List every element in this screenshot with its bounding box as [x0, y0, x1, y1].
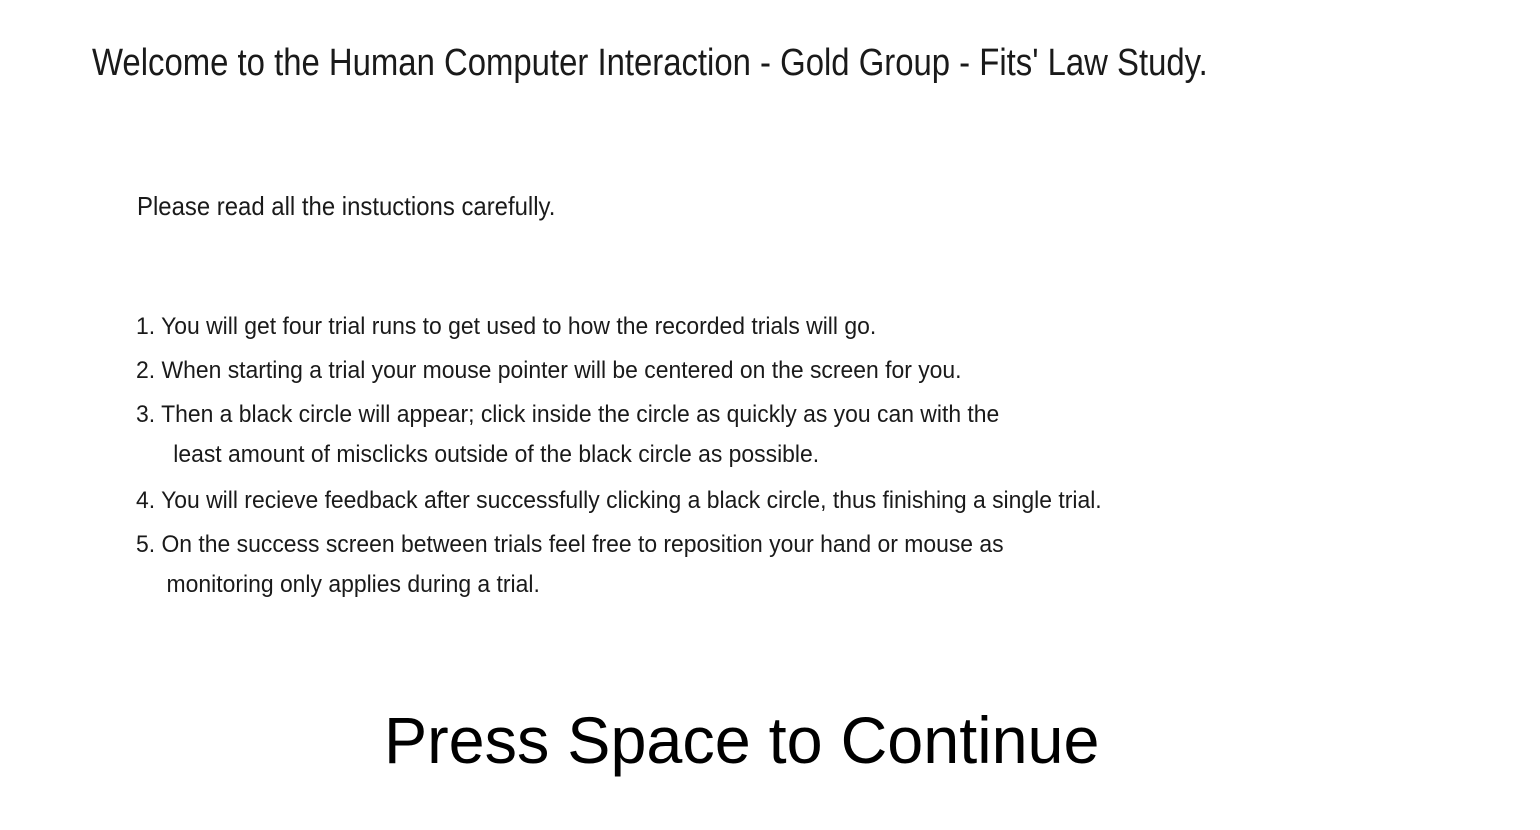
intro-text: Please read all the instuctions carefull… [137, 191, 556, 221]
page-title: Welcome to the Human Computer Interactio… [92, 42, 1208, 84]
instruction-line-continued: monitoring only applies during a trial. [166, 571, 540, 598]
instruction-line-continued: least amount of misclicks outside of the… [173, 441, 820, 468]
continue-prompt: Press Space to Continue [384, 703, 1100, 777]
instruction-line: 3. Then a black circle will appear; clic… [136, 401, 1000, 428]
instruction-line: 2. When starting a trial your mouse poin… [136, 357, 962, 384]
instruction-line: 1. You will get four trial runs to get u… [136, 313, 877, 340]
instruction-item: 2. When starting a trial your mouse poin… [136, 351, 1102, 391]
instruction-item: 1. You will get four trial runs to get u… [136, 307, 1102, 347]
instruction-item: 3. Then a black circle will appear; clic… [136, 395, 1102, 475]
instruction-item: 4. You will recieve feedback after succe… [136, 481, 1102, 521]
instructions-list: 1. You will get four trial runs to get u… [136, 307, 1102, 609]
instruction-item: 5. On the success screen between trials … [136, 525, 1102, 605]
instruction-line: 5. On the success screen between trials … [136, 531, 1004, 558]
instruction-line: 4. You will recieve feedback after succe… [136, 487, 1102, 514]
